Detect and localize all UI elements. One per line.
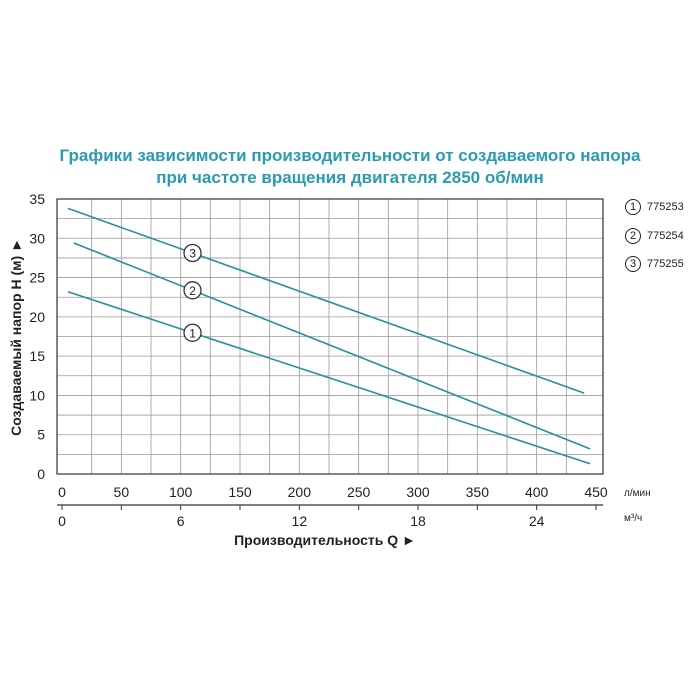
x-unit-primary: л/мин xyxy=(624,488,651,499)
y-tick-label: 0 xyxy=(37,466,45,482)
y-axis-title: Создаваемый напор Н (м) ► xyxy=(8,238,24,436)
y-tick-label: 35 xyxy=(29,191,45,207)
legend-label-2: 775254 xyxy=(647,230,684,242)
legend-marker-1: 1 xyxy=(625,199,641,215)
x-tick-label-lmin: 0 xyxy=(58,484,66,500)
y-tick-label: 20 xyxy=(29,309,45,325)
series-marker-3 xyxy=(183,243,202,263)
legend-label-1: 775253 xyxy=(647,201,684,213)
legend-label-3: 775255 xyxy=(647,258,684,270)
series-marker-1 xyxy=(183,323,202,342)
x-tick-label-lmin: 450 xyxy=(584,484,608,500)
series-line-1 xyxy=(67,290,591,465)
series-line-2 xyxy=(73,242,591,450)
x-tick-label-lmin: 150 xyxy=(228,484,252,500)
legend-marker-2: 2 xyxy=(625,228,641,244)
series-marker-2 xyxy=(183,281,202,300)
plot-frame xyxy=(56,198,604,475)
y-tick-label: 15 xyxy=(29,348,45,364)
x-unit-secondary: м³/ч xyxy=(624,513,642,524)
legend-item-2: 2 775254 xyxy=(625,228,684,244)
x-tick-label-m3h: 24 xyxy=(529,513,545,529)
x-tick-label-lmin: 400 xyxy=(525,484,549,500)
x-tick-label-lmin: 350 xyxy=(466,484,490,500)
x-tick-label-lmin: 50 xyxy=(114,484,130,500)
y-tick-label: 5 xyxy=(37,427,45,443)
x-axis-title: Производительность Q ► xyxy=(234,532,416,548)
x-tick-label-m3h: 12 xyxy=(292,513,308,529)
chart-title-line-1: Графики зависимости производительности о… xyxy=(59,146,641,165)
y-tick-label: 10 xyxy=(29,387,45,403)
x-tick-label-lmin: 300 xyxy=(406,484,430,500)
series-line-3 xyxy=(67,207,585,394)
legend-item-1: 1 775253 xyxy=(625,199,684,215)
x-tick-label-m3h: 6 xyxy=(177,513,185,529)
legend-marker-3: 3 xyxy=(625,256,641,272)
series-marker-label-2: 2 xyxy=(189,284,196,298)
series-marker-label-3: 3 xyxy=(189,246,196,260)
x-tick-label-m3h: 18 xyxy=(410,513,426,529)
legend-item-3: 3 775255 xyxy=(625,256,684,272)
y-tick-label: 30 xyxy=(29,230,45,246)
y-tick-label: 25 xyxy=(29,270,45,286)
x-tick-label-lmin: 250 xyxy=(347,484,371,500)
x-tick-label-m3h: 0 xyxy=(58,513,66,529)
series-marker-label-1: 1 xyxy=(189,326,196,340)
chart-title-line-2: при частоте вращения двигателя 2850 об/м… xyxy=(156,168,544,187)
x-tick-label-lmin: 200 xyxy=(288,484,312,500)
x-tick-label-lmin: 100 xyxy=(169,484,193,500)
